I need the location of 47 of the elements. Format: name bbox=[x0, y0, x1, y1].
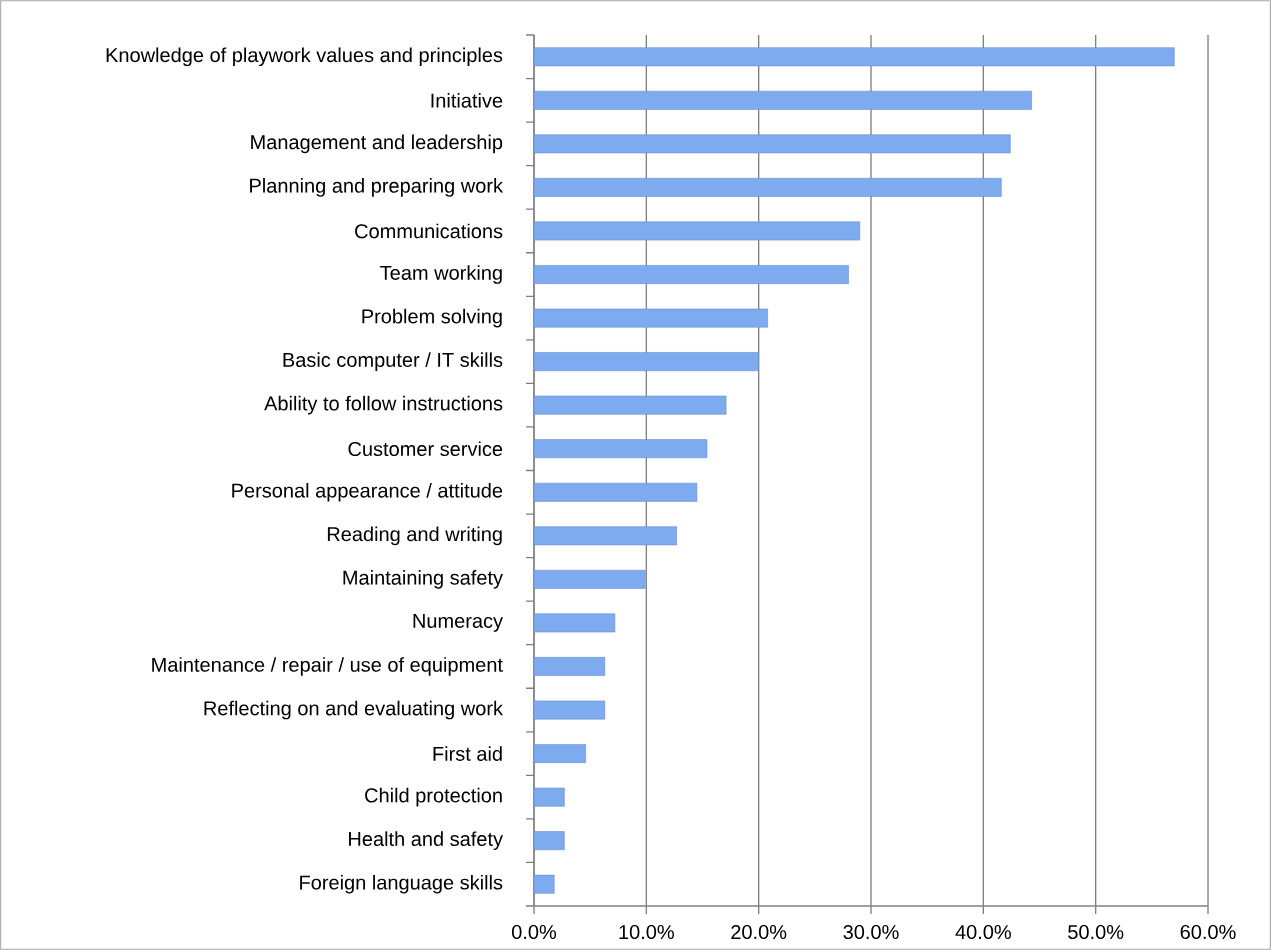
bar bbox=[534, 308, 768, 328]
y-tick-label: Personal appearance / attitude bbox=[232, 482, 503, 502]
y-tick-label: Maintaining safety bbox=[343, 570, 503, 589]
bar bbox=[534, 744, 586, 763]
bar bbox=[534, 482, 698, 502]
x-tick-label: 40.0% bbox=[955, 924, 1011, 940]
bar bbox=[534, 526, 677, 546]
bar bbox=[534, 265, 849, 284]
x-tick-label: 60.0% bbox=[1180, 924, 1236, 940]
y-tick-label: Management and leadership bbox=[251, 134, 503, 154]
bar bbox=[534, 439, 708, 459]
bar bbox=[534, 569, 646, 589]
y-tick-label: Customer service bbox=[348, 441, 503, 457]
x-tick-label: 30.0% bbox=[843, 924, 899, 940]
y-tick-label: First aid bbox=[433, 746, 502, 761]
y-tick-label: Health and safety bbox=[349, 831, 503, 850]
bar bbox=[534, 352, 759, 372]
bar bbox=[534, 395, 727, 415]
x-tick-label: 50.0% bbox=[1068, 924, 1124, 940]
y-tick-label: Planning and preparing work bbox=[250, 178, 504, 197]
y-tick-label: Numeracy bbox=[413, 613, 504, 632]
y-tick-label: Problem solving bbox=[362, 308, 502, 328]
y-tick-label: Team working bbox=[380, 265, 502, 284]
bar bbox=[534, 221, 861, 241]
x-tick-label: 20.0% bbox=[731, 924, 787, 940]
y-tick-label: Maintenance / repair / use of equipment bbox=[152, 657, 503, 676]
y-tick-label: Reflecting on and evaluating work bbox=[204, 700, 504, 720]
y-tick-label: Ability to follow instructions bbox=[264, 395, 503, 415]
bar bbox=[534, 47, 1175, 67]
bar bbox=[534, 613, 616, 633]
y-tick-label: Communications bbox=[355, 223, 503, 239]
bar bbox=[534, 874, 555, 894]
x-tick-label: 0.0% bbox=[511, 924, 557, 940]
y-tick-label: Reading and writing bbox=[327, 526, 502, 546]
y-tick-label: Knowledge of playwork values and principles bbox=[106, 47, 503, 67]
x-tick-label: 10.0% bbox=[619, 924, 674, 940]
bar bbox=[534, 178, 1002, 197]
bar bbox=[534, 657, 606, 676]
bar bbox=[534, 787, 565, 807]
bar bbox=[534, 134, 1011, 154]
bar bbox=[534, 90, 1032, 110]
y-tick-label: Foreign language skills bbox=[300, 874, 503, 894]
y-tick-label: Basic computer / IT skills bbox=[283, 352, 503, 371]
bar bbox=[534, 700, 606, 720]
bar bbox=[534, 831, 565, 851]
y-tick-label: Initiative bbox=[431, 92, 503, 108]
y-tick-label: Child protection bbox=[365, 787, 502, 807]
